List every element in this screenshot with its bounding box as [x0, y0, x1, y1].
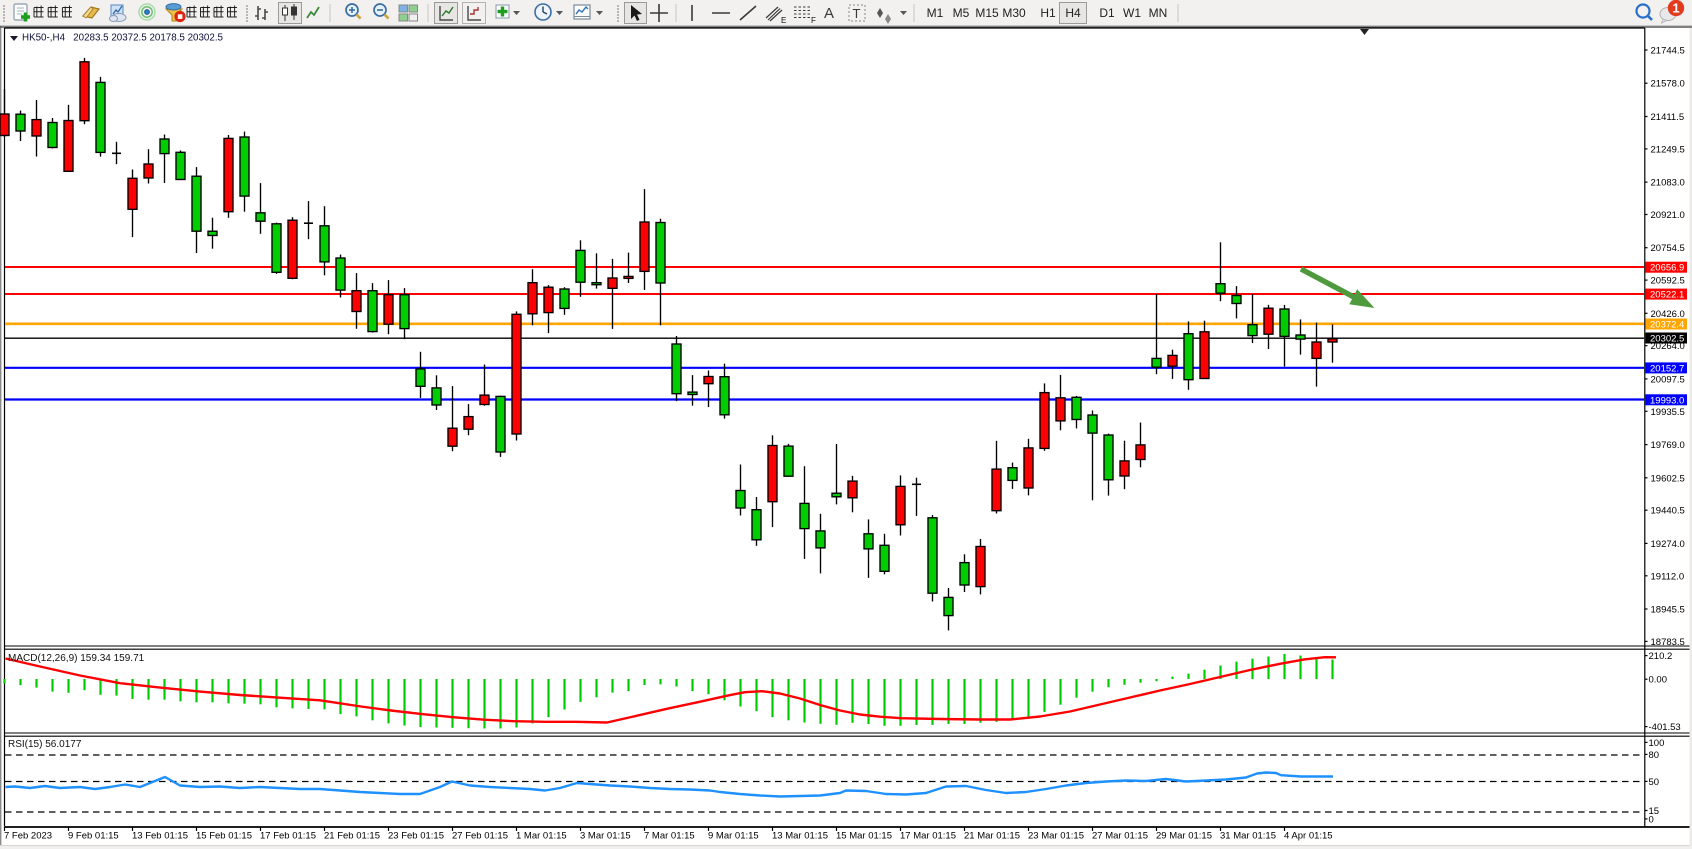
- svg-text:31 Mar 01:15: 31 Mar 01:15: [1220, 831, 1276, 842]
- svg-text:7 Mar 01:15: 7 Mar 01:15: [644, 831, 695, 842]
- svg-text:4 Apr 01:15: 4 Apr 01:15: [1284, 831, 1333, 842]
- svg-text:15 Feb 01:15: 15 Feb 01:15: [196, 831, 252, 842]
- svg-text:21744.5: 21744.5: [1651, 46, 1685, 57]
- svg-text:21249.5: 21249.5: [1651, 144, 1685, 155]
- svg-text:7 Feb 2023: 7 Feb 2023: [4, 831, 52, 842]
- svg-text:F: F: [811, 16, 816, 25]
- svg-text:M1: M1: [927, 6, 944, 20]
- svg-text:T: T: [853, 6, 861, 21]
- svg-text:RSI(15) 56.0177: RSI(15) 56.0177: [8, 739, 82, 750]
- svg-text:3 Mar 01:15: 3 Mar 01:15: [580, 831, 631, 842]
- svg-text:18783.5: 18783.5: [1651, 637, 1685, 648]
- svg-text:19274.0: 19274.0: [1651, 539, 1685, 550]
- svg-text:21 Mar 01:15: 21 Mar 01:15: [964, 831, 1020, 842]
- svg-text:M15: M15: [975, 6, 999, 20]
- svg-text:D1: D1: [1099, 6, 1115, 20]
- svg-text:20656.9: 20656.9: [1650, 263, 1684, 274]
- svg-text:W1: W1: [1123, 6, 1141, 20]
- svg-text:29 Mar 01:15: 29 Mar 01:15: [1156, 831, 1212, 842]
- svg-text:27 Feb 01:15: 27 Feb 01:15: [452, 831, 508, 842]
- svg-text:M5: M5: [953, 6, 970, 20]
- svg-text:1: 1: [1672, 1, 1679, 16]
- svg-text:0.00: 0.00: [1649, 675, 1668, 686]
- svg-text:13 Mar 01:15: 13 Mar 01:15: [772, 831, 828, 842]
- svg-text:M30: M30: [1002, 6, 1026, 20]
- svg-text:19602.5: 19602.5: [1651, 473, 1685, 484]
- svg-text:A: A: [824, 5, 834, 22]
- svg-text:20264.0: 20264.0: [1651, 341, 1685, 352]
- svg-text:19993.0: 19993.0: [1650, 395, 1684, 406]
- svg-text:1 Mar 01:15: 1 Mar 01:15: [516, 831, 567, 842]
- svg-text:23 Feb 01:15: 23 Feb 01:15: [388, 831, 444, 842]
- svg-text:-401.53: -401.53: [1649, 722, 1681, 733]
- svg-text:23 Mar 01:15: 23 Mar 01:15: [1028, 831, 1084, 842]
- svg-text:20522.1: 20522.1: [1650, 290, 1684, 301]
- svg-text:19440.5: 19440.5: [1651, 506, 1685, 517]
- svg-text:9 Mar 01:15: 9 Mar 01:15: [708, 831, 759, 842]
- svg-text:20921.0: 20921.0: [1651, 210, 1685, 221]
- svg-text:19935.5: 19935.5: [1651, 407, 1685, 418]
- svg-text:50: 50: [1649, 777, 1660, 788]
- svg-text:100: 100: [1649, 738, 1665, 749]
- svg-text:9 Feb 01:15: 9 Feb 01:15: [68, 831, 119, 842]
- svg-text:20754.5: 20754.5: [1651, 243, 1685, 254]
- svg-text:19112.0: 19112.0: [1651, 571, 1685, 582]
- svg-text:MACD(12,26,9) 159.34 159.71: MACD(12,26,9) 159.34 159.71: [8, 653, 145, 664]
- svg-text:17 Mar 01:15: 17 Mar 01:15: [900, 831, 956, 842]
- svg-text:E: E: [781, 16, 786, 25]
- svg-text:20302.5: 20302.5: [1650, 334, 1684, 345]
- svg-text:18945.5: 18945.5: [1651, 605, 1685, 616]
- svg-text:27 Mar 01:15: 27 Mar 01:15: [1092, 831, 1148, 842]
- svg-text:20152.7: 20152.7: [1650, 363, 1684, 374]
- svg-text:H4: H4: [1065, 6, 1081, 20]
- svg-text:21411.5: 21411.5: [1651, 112, 1685, 123]
- svg-text:21083.0: 21083.0: [1651, 178, 1685, 189]
- svg-text:15: 15: [1649, 806, 1660, 817]
- svg-text:17 Feb 01:15: 17 Feb 01:15: [260, 831, 316, 842]
- svg-text:0: 0: [1649, 814, 1654, 825]
- svg-text:MN: MN: [1149, 6, 1168, 20]
- svg-text:20426.0: 20426.0: [1651, 309, 1685, 320]
- svg-text:20372.4: 20372.4: [1650, 320, 1684, 331]
- svg-text:20592.5: 20592.5: [1651, 276, 1685, 287]
- svg-text:HK50-,H4 20283.5 20372.5 201: HK50-,H4 20283.5 20372.5 20178.5 20302.5: [22, 33, 224, 44]
- svg-text:80: 80: [1649, 750, 1660, 761]
- svg-text:21 Feb 01:15: 21 Feb 01:15: [324, 831, 380, 842]
- svg-text:20097.5: 20097.5: [1651, 374, 1685, 385]
- svg-text:210.2: 210.2: [1649, 651, 1673, 662]
- svg-text:21578.0: 21578.0: [1651, 79, 1685, 90]
- svg-text:H1: H1: [1040, 6, 1056, 20]
- svg-text:15 Mar 01:15: 15 Mar 01:15: [836, 831, 892, 842]
- svg-text:13 Feb 01:15: 13 Feb 01:15: [132, 831, 188, 842]
- svg-text:19769.0: 19769.0: [1651, 440, 1685, 451]
